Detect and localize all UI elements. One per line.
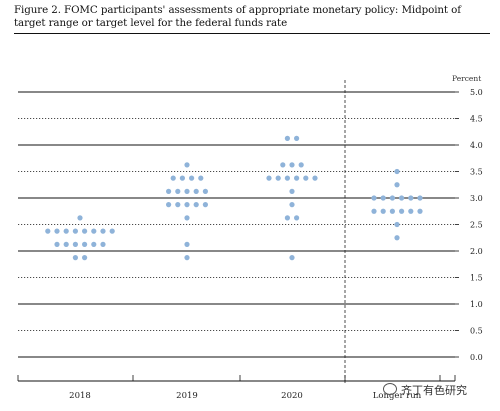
dot xyxy=(72,241,78,247)
dot xyxy=(54,241,60,247)
dot xyxy=(380,195,386,201)
y-tick-label: 2.0 xyxy=(470,247,483,256)
dot xyxy=(100,241,106,247)
y-tick-label: 3.0 xyxy=(470,194,483,203)
watermark: 齐丁有色研究 xyxy=(383,382,467,398)
dot xyxy=(170,175,176,181)
dot xyxy=(294,175,300,181)
y-tick-labels: 0.0 0.5 1.0 1.5 2.0 2.5 3.0 3.5 4.0 4.5 5.0 xyxy=(470,88,483,362)
dot xyxy=(91,228,97,234)
dot xyxy=(184,162,190,168)
x-tick-label: Longer run xyxy=(373,391,422,401)
dot xyxy=(294,215,300,221)
x-tick-label: 2019 xyxy=(176,391,198,401)
dot xyxy=(54,228,60,234)
dot xyxy=(100,228,106,234)
dot xyxy=(394,182,400,188)
watermark-text: 齐丁有色研究 xyxy=(401,384,467,397)
dot xyxy=(45,228,51,234)
y-tick-label: 4.0 xyxy=(470,141,483,150)
dot xyxy=(109,228,115,234)
dot xyxy=(184,202,190,208)
dot xyxy=(184,241,190,247)
dot xyxy=(289,162,295,168)
dot xyxy=(72,255,78,261)
dot xyxy=(380,208,386,214)
y-tick-label: 1.5 xyxy=(470,274,483,283)
dot xyxy=(184,188,190,194)
dot xyxy=(399,195,405,201)
dot xyxy=(166,202,172,208)
dot xyxy=(298,162,304,168)
dot xyxy=(303,175,309,181)
dot xyxy=(289,255,295,261)
dot xyxy=(202,188,208,194)
unit-label: Percent xyxy=(452,74,481,83)
dot xyxy=(184,215,190,221)
dot xyxy=(389,195,395,201)
x-tick-label: 2018 xyxy=(69,391,91,401)
dot xyxy=(394,221,400,228)
dot xyxy=(82,228,88,234)
dot xyxy=(294,135,300,141)
y-tick-label: 1.0 xyxy=(470,300,483,309)
figure-title: Figure 2. FOMC participants' assessments… xyxy=(14,4,461,29)
dot xyxy=(417,208,423,214)
dot xyxy=(289,202,295,208)
dot xyxy=(275,175,281,181)
dot xyxy=(175,202,181,208)
dot xyxy=(166,188,172,194)
y-tick-label: 5.0 xyxy=(470,88,483,97)
dot xyxy=(72,228,78,234)
dot xyxy=(91,241,97,247)
dot xyxy=(394,235,400,241)
dot xyxy=(63,241,69,247)
dots xyxy=(45,135,423,261)
dot xyxy=(389,208,395,214)
dot xyxy=(417,195,423,201)
wechat-icon xyxy=(383,383,397,395)
dot xyxy=(284,215,290,221)
dot xyxy=(371,208,377,214)
dot xyxy=(399,208,405,214)
dot xyxy=(408,208,414,214)
dot xyxy=(77,215,83,221)
dot xyxy=(82,241,88,247)
dot xyxy=(371,195,377,201)
dot xyxy=(408,195,414,201)
gridlines xyxy=(18,91,459,358)
dot xyxy=(266,175,272,181)
dot xyxy=(312,175,318,181)
dot xyxy=(198,175,204,181)
dot xyxy=(179,175,185,181)
dot xyxy=(202,202,208,208)
dot xyxy=(284,135,290,141)
y-tick-label: 2.5 xyxy=(470,221,483,230)
dot xyxy=(193,188,199,194)
dot xyxy=(189,175,195,181)
dot xyxy=(184,255,190,261)
dot xyxy=(63,228,69,234)
dot xyxy=(289,188,295,194)
x-tick-label: 2020 xyxy=(281,391,303,401)
y-tick-label: 4.5 xyxy=(470,115,483,124)
dot xyxy=(284,175,290,181)
title-rule xyxy=(14,33,490,34)
y-tick-label: 3.5 xyxy=(470,168,483,177)
dot xyxy=(82,255,88,261)
y-tick-label: 0.5 xyxy=(470,327,483,336)
x-axis: 2018 2019 2020 Longer run xyxy=(17,375,456,401)
dot xyxy=(394,168,400,175)
dot xyxy=(193,202,199,208)
y-tick-label: 0.0 xyxy=(470,353,483,362)
dot xyxy=(280,162,286,168)
dot xyxy=(175,188,181,194)
